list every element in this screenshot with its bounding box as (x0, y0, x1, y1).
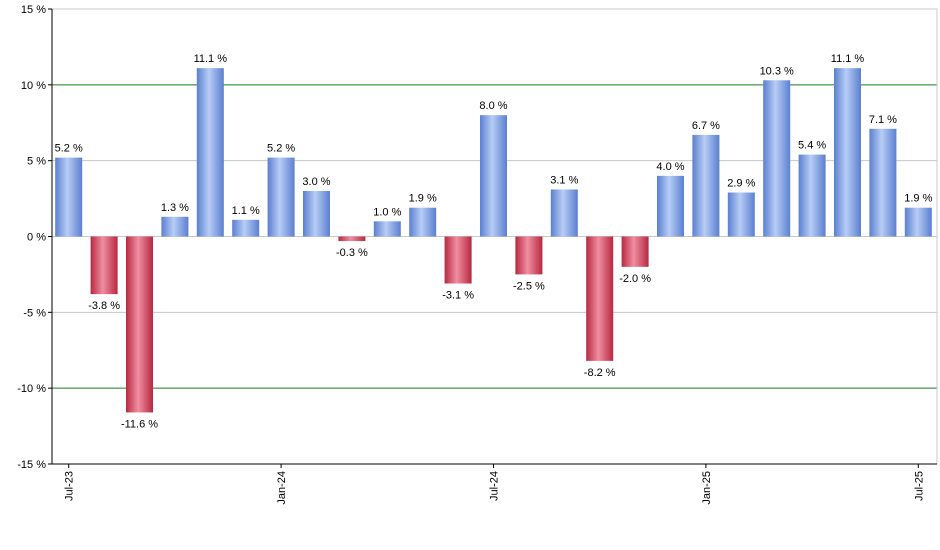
data-label: 10.3 % (760, 65, 794, 77)
bar-apr-25 (798, 154, 826, 237)
x-tick-label: Jan-25 (701, 471, 713, 505)
y-tick-label: 15 % (21, 4, 46, 16)
bars (55, 68, 932, 413)
data-label: 5.4 % (798, 140, 826, 152)
data-label: -3.8 % (88, 300, 120, 312)
axes: 15 % 10 % 5 % 0 % -5 % -10 % -15 % Jul-23 Jan-24… (17, 4, 937, 505)
data-label: 7.1 % (869, 114, 897, 126)
bar-oct-23 (161, 216, 189, 237)
y-tick-label: -5 % (23, 307, 46, 319)
y-tick-label: 0 % (27, 232, 46, 244)
bar-dec-24 (657, 175, 684, 237)
x-tick-label: Jan-24 (276, 471, 288, 505)
data-label: 11.1 % (831, 53, 865, 65)
data-label: -11.6 % (121, 418, 158, 430)
y-tick-label: 5 % (27, 156, 46, 168)
bar-jan-24 (267, 157, 295, 237)
bar-apr-24 (373, 221, 401, 237)
data-label: 11.1 % (194, 53, 228, 65)
data-label: -2.5 % (513, 280, 545, 292)
data-label: -2.0 % (619, 273, 651, 285)
bar-oct-24 (586, 236, 614, 361)
data-labels: 5.2 % -3.8 % -11.6 % 1.3 % 11.1 % 1.1 % 5.2 % 3… (55, 53, 933, 430)
data-label: 5.2 % (267, 143, 295, 155)
x-tick-label: Jul-25 (913, 471, 925, 501)
bar-feb-24 (303, 191, 330, 237)
x-tick-label: Jul-23 (64, 471, 76, 501)
data-label: 4.0 % (656, 161, 684, 173)
bar-may-24 (409, 207, 437, 237)
bar-jun-24 (444, 236, 472, 284)
data-label: 6.7 % (692, 120, 720, 132)
bar-jul-24 (480, 115, 507, 237)
y-tick-label: 10 % (21, 80, 46, 92)
bar-sep-24 (550, 189, 578, 237)
bar-jan-25 (692, 134, 720, 237)
bar-may-25 (834, 68, 861, 237)
data-label: 1.0 % (373, 206, 401, 218)
data-label: 3.0 % (302, 176, 330, 188)
data-label: -8.2 % (584, 367, 616, 379)
bar-aug-24 (515, 236, 543, 275)
bar-mar-24 (338, 236, 366, 242)
data-label: 1.3 % (161, 202, 189, 214)
data-label: -0.3 % (336, 247, 368, 259)
bar-nov-24 (621, 236, 649, 267)
data-label: 1.9 % (904, 193, 932, 205)
bar-jul-25 (904, 207, 932, 237)
bar-jun-25 (869, 128, 897, 237)
bar-dec-23 (232, 219, 260, 237)
bar-jul-23 (55, 157, 83, 237)
bar-mar-25 (763, 80, 791, 237)
x-tick-label: Jul-24 (489, 471, 501, 501)
data-label: -3.1 % (442, 290, 474, 302)
data-label: 8.0 % (479, 100, 507, 112)
data-label: 1.9 % (409, 193, 437, 205)
bar-sep-23 (126, 236, 153, 413)
data-label: 3.1 % (550, 174, 578, 186)
y-tick-label: -10 % (17, 383, 46, 395)
data-label: 2.9 % (727, 178, 755, 190)
data-label: 5.2 % (55, 143, 83, 155)
bar-nov-23 (196, 68, 224, 237)
bar-aug-23 (90, 236, 118, 295)
y-tick-label: -15 % (17, 459, 46, 471)
data-label: 1.1 % (232, 205, 260, 217)
bar-feb-25 (727, 192, 755, 237)
